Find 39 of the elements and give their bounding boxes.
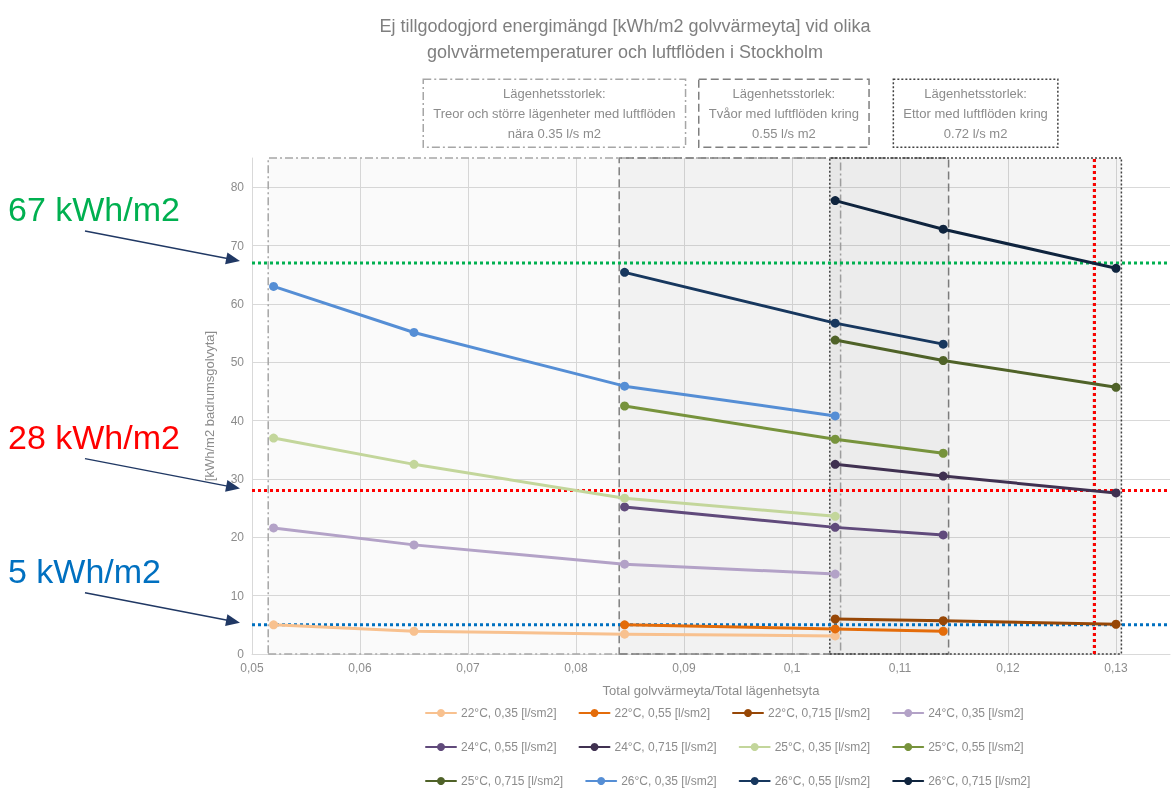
x-tick-label: 0,12 xyxy=(996,661,1020,675)
legend-label: 24°C, 0,715 [l/sm2] xyxy=(614,740,717,754)
y-tick-label: 70 xyxy=(230,238,245,253)
x-tick-label: 0,08 xyxy=(564,661,588,675)
ref-line-label: 67 kWh/m2 xyxy=(8,190,180,229)
x-tick-label: 0,13 xyxy=(1104,661,1128,675)
legend-label: 26°C, 0,715 [l/sm2] xyxy=(928,774,1031,788)
x-tick-label: 0,07 xyxy=(456,661,480,675)
y-tick-label: 80 xyxy=(230,180,245,195)
x-axis-title: Total golvvärmeyta/Total lägenhetsyta xyxy=(602,683,821,698)
legend-label: 25°C, 0,35 [l/sm2] xyxy=(774,740,871,754)
legend-label: 26°C, 0,55 [l/sm2] xyxy=(774,774,871,788)
band-label: Lägenhetsstorlek: Treor och större lägenheter med luftflöden nära 0.35 l/s m2 xyxy=(433,85,676,141)
band-label: Lägenhetsstorlek: Ettor med luftflöden kring 0.72 l/s m2 xyxy=(903,85,1048,141)
legend-label: 25°C, 0,55 [l/sm2] xyxy=(928,740,1024,754)
legend-label: 25°C, 0,715 [l/sm2] xyxy=(461,774,564,788)
legend-label: 22°C, 0,55 [l/sm2] xyxy=(614,706,711,720)
x-tick-label: 0,11 xyxy=(888,661,912,675)
legend-label: 22°C, 0,35 [l/sm2] xyxy=(461,706,557,720)
y-tick-label: 40 xyxy=(230,413,245,428)
legend-label: 22°C, 0,715 [l/sm2] xyxy=(768,706,871,720)
x-tick-label: 0,09 xyxy=(672,661,696,675)
legend-label: 24°C, 0,55 [l/sm2] xyxy=(461,740,557,754)
chart-title: Ej tillgodogjord energimängd [kWh/m2 golvvärmeyta] vid olika golvvärmetemperaturer och luftflöden i Stockholm xyxy=(379,16,872,62)
x-tick-label: 0,06 xyxy=(348,661,372,675)
x-tick-label: 0,1 xyxy=(783,661,801,675)
y-tick-label: 30 xyxy=(230,471,245,486)
x-tick-label: 0,05 xyxy=(240,661,264,675)
y-axis-title: [kWh/m2 badrumsgolvyta] xyxy=(202,330,217,482)
legend-label: 24°C, 0,35 [l/sm2] xyxy=(928,706,1024,720)
legend-label: 26°C, 0,35 [l/sm2] xyxy=(621,774,717,788)
ref-line-label: 28 kWh/m2 xyxy=(8,417,180,456)
y-tick-label: 60 xyxy=(230,296,245,311)
ref-line-label: 5 kWh/m2 xyxy=(8,551,162,590)
y-tick-label: 10 xyxy=(230,588,245,603)
y-tick-label: 0 xyxy=(237,647,245,661)
band-label: Lägenhetsstorlek: Tvåor med luftflöden kring 0.55 l/s m2 xyxy=(708,85,860,141)
y-tick-label: 20 xyxy=(230,530,245,545)
y-tick-label: 50 xyxy=(230,355,245,370)
